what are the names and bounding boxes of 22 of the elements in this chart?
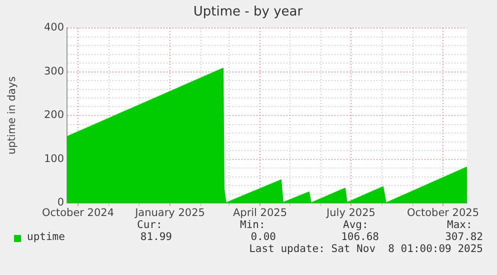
y-tick-label: 100: [44, 152, 64, 165]
text: Avg:: [343, 219, 368, 231]
x-tick-label: October 2024: [42, 207, 114, 220]
chart-title: Uptime - by year: [193, 4, 304, 20]
y-tick-label: 400: [44, 22, 64, 34]
x-tick-label: October 2025: [406, 207, 480, 220]
text: 307.82: [445, 231, 483, 243]
text: 106.68: [341, 231, 379, 243]
x-tick-label: January 2025: [134, 207, 205, 220]
legend-label: uptime: [27, 231, 65, 243]
x-tick-label: July 2025: [326, 207, 376, 220]
text: Last update: Sat Nov 8 01:00:09 2025: [249, 243, 483, 255]
text: Cur:: [137, 219, 162, 231]
x-tick-label: April 2025: [232, 207, 288, 220]
y-tick-label: 0: [57, 196, 64, 209]
y-tick-label: 200: [44, 109, 64, 122]
y-tick-label: 300: [44, 65, 64, 78]
text: 0.00: [250, 231, 276, 243]
text: Min:: [240, 219, 266, 231]
y-axis-title: uptime in days: [6, 76, 18, 155]
text: 81.99: [140, 231, 172, 243]
text: Max:: [447, 219, 472, 231]
